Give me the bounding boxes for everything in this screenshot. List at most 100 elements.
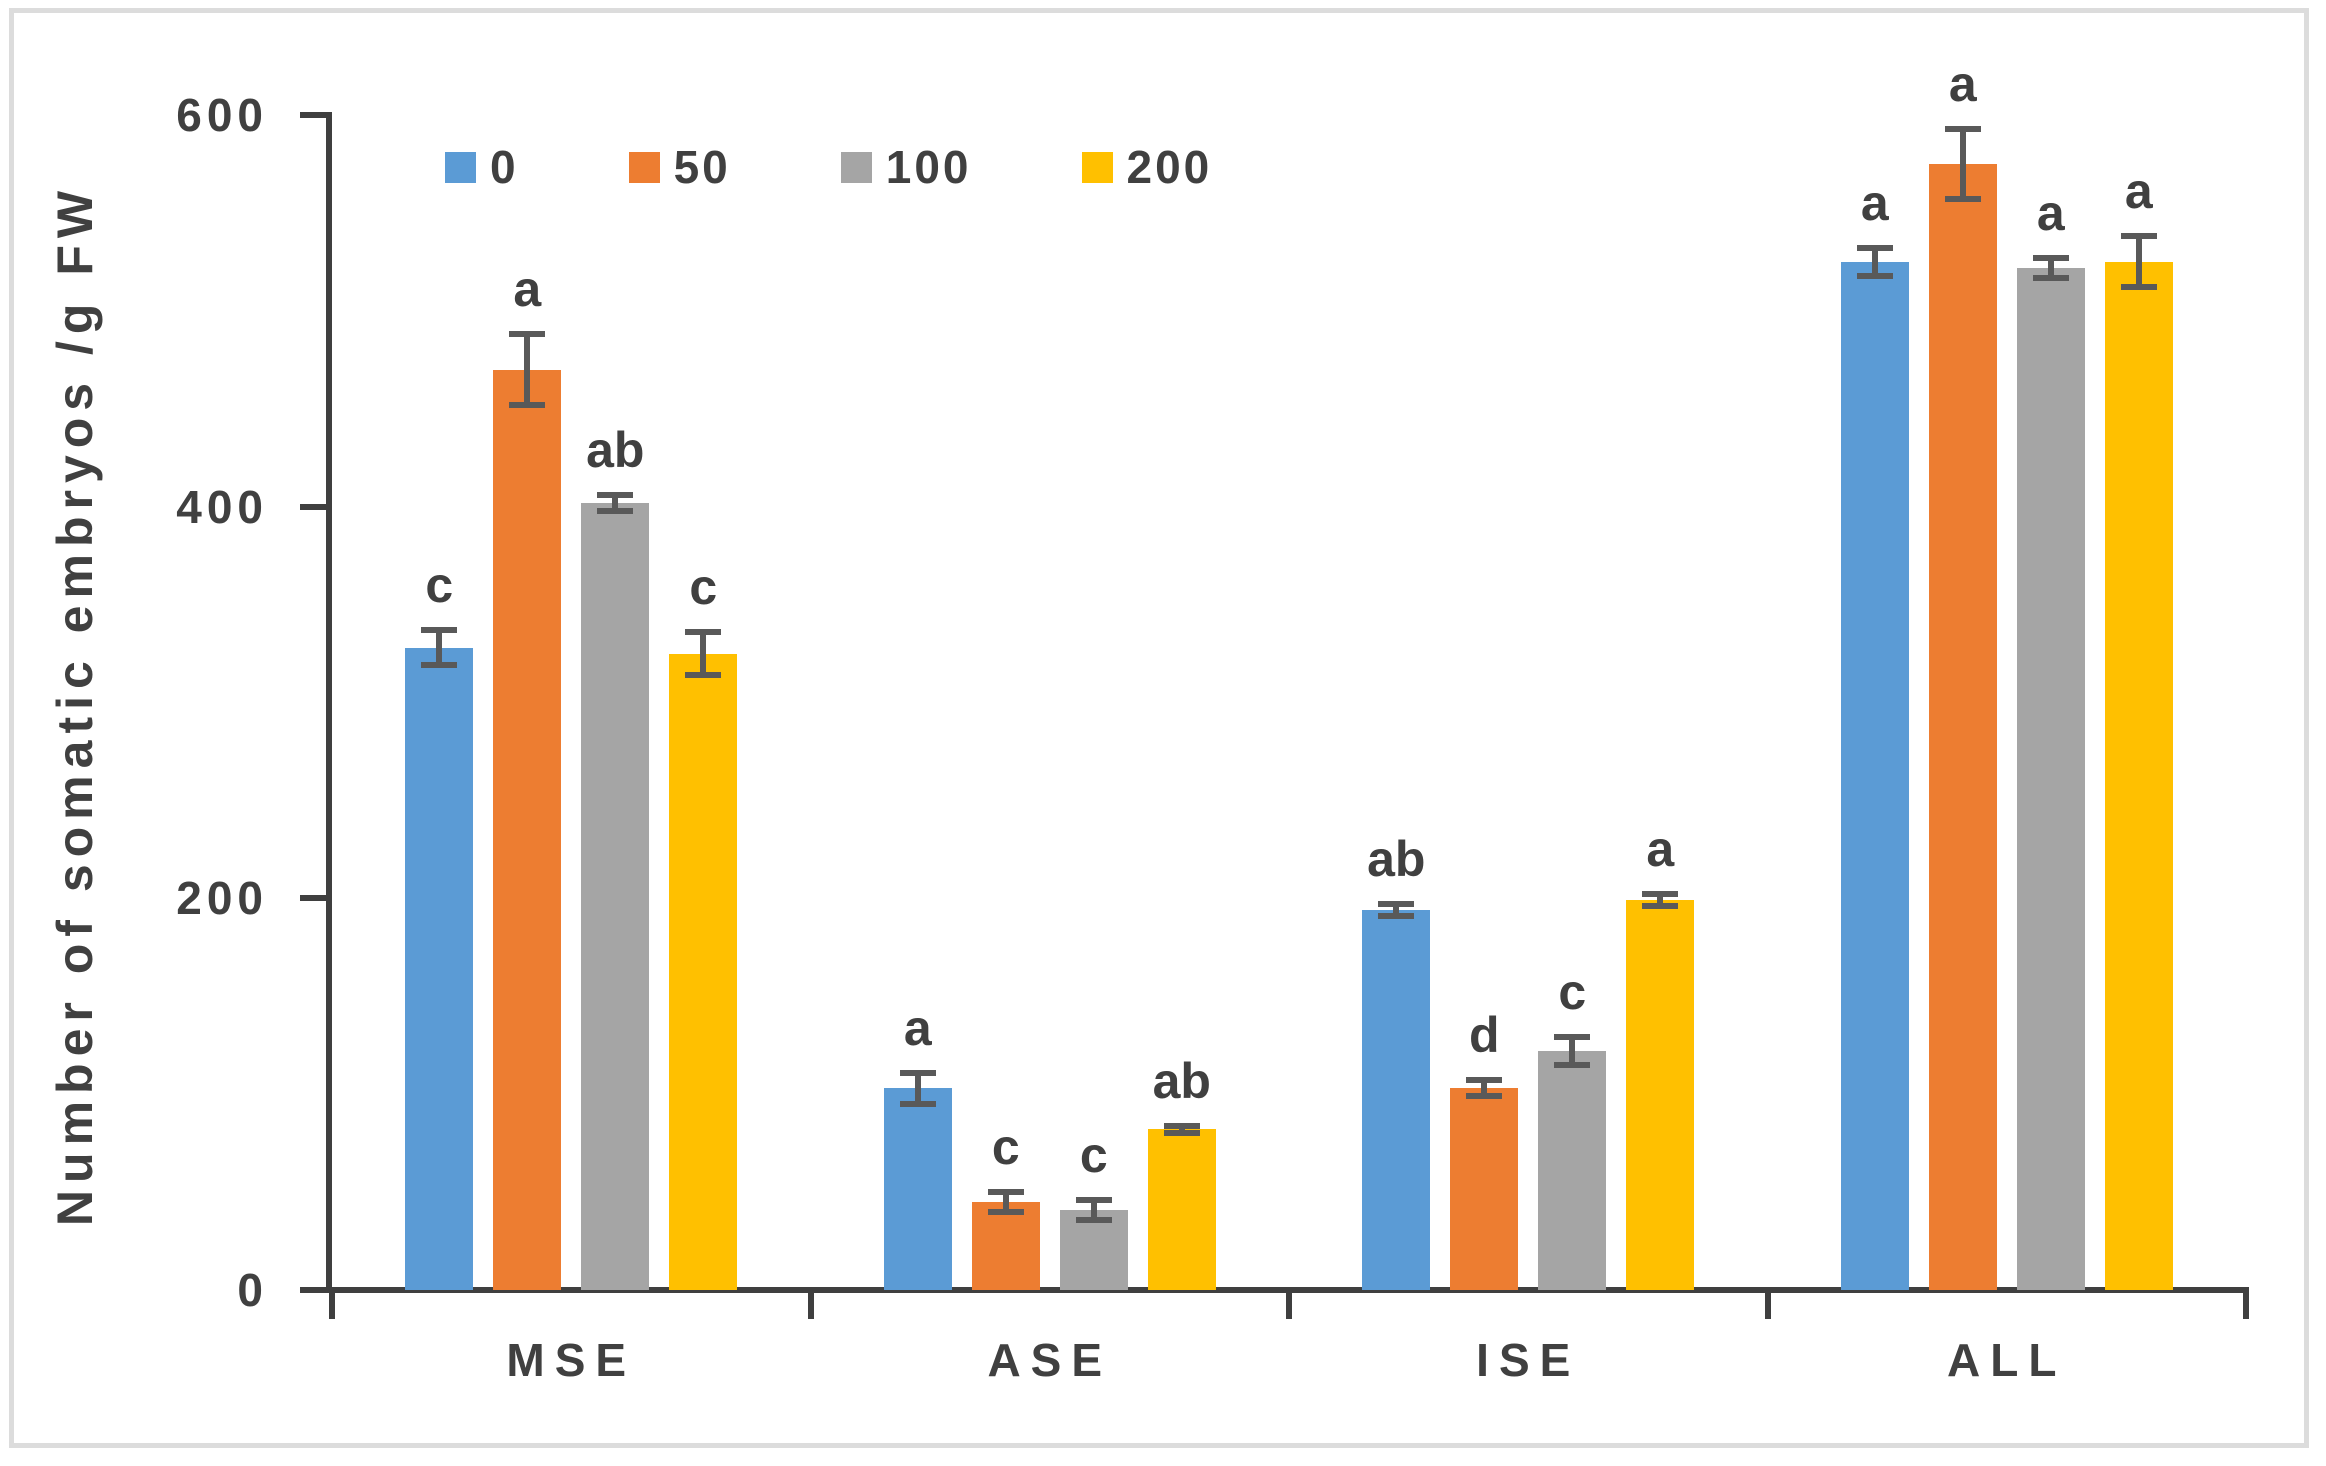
legend-label: 0 [490,141,519,193]
y-axis-title: Number of somatic embryos /g FW [47,183,103,1227]
significance-letter-0-ALL: a [1860,175,1889,232]
error-bar-cap-bottom-100-ASE [1075,1216,1112,1223]
error-bar-line-0-ASE [914,1072,921,1104]
y-tick-label: 0 [237,1264,268,1316]
error-bar-cap-bottom-0-ISE [1378,912,1415,919]
figure-border [9,8,2309,1448]
error-bar-cap-top-100-MSE [597,491,634,498]
error-bar-cap-top-100-ISE [1554,1034,1591,1041]
bar-100-ISE [1538,1051,1607,1290]
error-bar-cap-bottom-50-ASE [987,1208,1024,1215]
legend-item-200: 200 [1081,140,1213,194]
error-bar-line-0-ALL [1871,248,1878,276]
significance-letter-100-MSE: ab [586,421,645,478]
error-bar-line-200-MSE [700,632,707,676]
bar-200-ASE [1147,1129,1216,1290]
x-tick-mark [1286,1293,1292,1319]
bar-50-MSE [493,369,562,1290]
error-bar-cap-bottom-100-MSE [597,507,634,514]
bar-100-ASE [1059,1209,1128,1290]
x-axis-label-ASE: ASE [987,1334,1113,1386]
error-bar-cap-top-50-ALL [1944,125,1981,132]
error-bar-cap-top-0-ALL [1856,245,1893,252]
y-tick-mark [300,503,326,510]
bar-100-MSE [581,502,650,1290]
error-bar-cap-top-50-ISE [1466,1077,1503,1084]
error-bar-line-200-ALL [2135,236,2142,288]
error-bar-line-50-ASE [1002,1192,1009,1212]
x-tick-mark [329,1293,335,1319]
error-bar-cap-bottom-200-ALL [2120,284,2157,291]
legend-swatch-icon [1081,151,1113,183]
error-bar-cap-bottom-200-ASE [1163,1130,1200,1137]
error-bar-line-100-ALL [2047,257,2054,278]
significance-letter-200-ISE: a [1646,821,1675,878]
bar-200-ISE [1626,900,1695,1290]
legend-swatch-icon [840,151,872,183]
error-bar-cap-top-0-ISE [1378,901,1415,908]
x-axis-label-ISE: ISE [1476,1334,1581,1386]
y-tick-label: 200 [176,872,268,925]
significance-letter-200-ALL: a [2124,163,2153,220]
error-bar-cap-top-200-ISE [1642,891,1679,898]
significance-letter-0-ASE: a [903,999,932,1056]
y-axis-line [326,112,332,1293]
legend-label: 200 [1126,141,1213,193]
x-tick-mark [807,1293,814,1319]
legend: 0 50 100 200 [445,140,1212,194]
error-bar-cap-bottom-100-ALL [2032,274,2069,281]
error-bar-cap-bottom-0-ASE [899,1100,936,1107]
error-bar-cap-bottom-200-ISE [1642,903,1679,910]
error-bar-cap-top-0-MSE [421,627,458,634]
error-bar-line-100-ASE [1090,1199,1097,1220]
x-axis-line [326,1287,2249,1293]
y-tick-mark [300,112,326,118]
error-bar-cap-top-50-ASE [987,1189,1024,1196]
error-bar-cap-bottom-100-ISE [1554,1061,1591,1068]
error-bar-line-100-MSE [612,494,619,511]
error-bar-cap-top-200-MSE [685,629,722,635]
y-tick-label: 600 [176,89,268,141]
bar-0-ASE [883,1088,952,1290]
significance-letter-50-ALL: a [1948,55,1977,112]
bar-50-ISE [1450,1088,1519,1290]
bar-0-MSE [405,647,474,1290]
x-axis-label-MSE: MSE [506,1334,637,1386]
error-bar-line-0-ISE [1393,904,1400,916]
legend-item-50: 50 [628,140,731,194]
error-bar-cap-bottom-200-MSE [685,672,722,679]
error-bar-cap-top-200-ALL [2120,233,2157,240]
significance-letter-100-ASE: c [1079,1126,1108,1183]
bar-50-ASE [971,1201,1040,1290]
error-bar-cap-top-200-ASE [1163,1122,1200,1129]
significance-letter-50-ISE: d [1468,1007,1500,1064]
error-bar-cap-bottom-0-ALL [1856,272,1893,279]
significance-letter-50-ASE: c [991,1119,1020,1176]
error-bar-cap-bottom-50-MSE [509,401,546,408]
error-bar-line-0-MSE [436,630,443,666]
y-tick-label: 400 [176,480,268,533]
error-bar-line-50-ISE [1481,1080,1488,1097]
error-bar-line-200-ISE [1657,894,1664,907]
bar-200-ALL [2104,261,2173,1290]
x-tick-mark [2243,1293,2249,1319]
error-bar-cap-bottom-50-ISE [1466,1093,1503,1100]
error-bar-cap-top-100-ASE [1075,1196,1112,1203]
bar-0-ISE [1362,910,1431,1290]
y-tick-mark [300,1287,326,1293]
error-bar-line-50-MSE [524,334,531,405]
significance-letter-200-ASE: ab [1152,1052,1211,1109]
error-bar-cap-top-0-ASE [899,1069,936,1076]
legend-label: 100 [885,141,972,193]
error-bar-line-100-ISE [1569,1037,1576,1065]
bar-0-ALL [1840,261,1909,1290]
significance-letter-0-MSE: c [425,557,454,614]
legend-swatch-icon [445,151,476,183]
significance-letter-100-ALL: a [2036,184,2065,241]
error-bar-cap-bottom-50-ALL [1944,196,1981,203]
error-bar-cap-bottom-0-MSE [421,662,458,669]
bar-200-MSE [669,653,738,1290]
x-axis-label-ALL: ALL [1947,1334,2067,1386]
significance-letter-200-MSE: c [689,559,718,615]
